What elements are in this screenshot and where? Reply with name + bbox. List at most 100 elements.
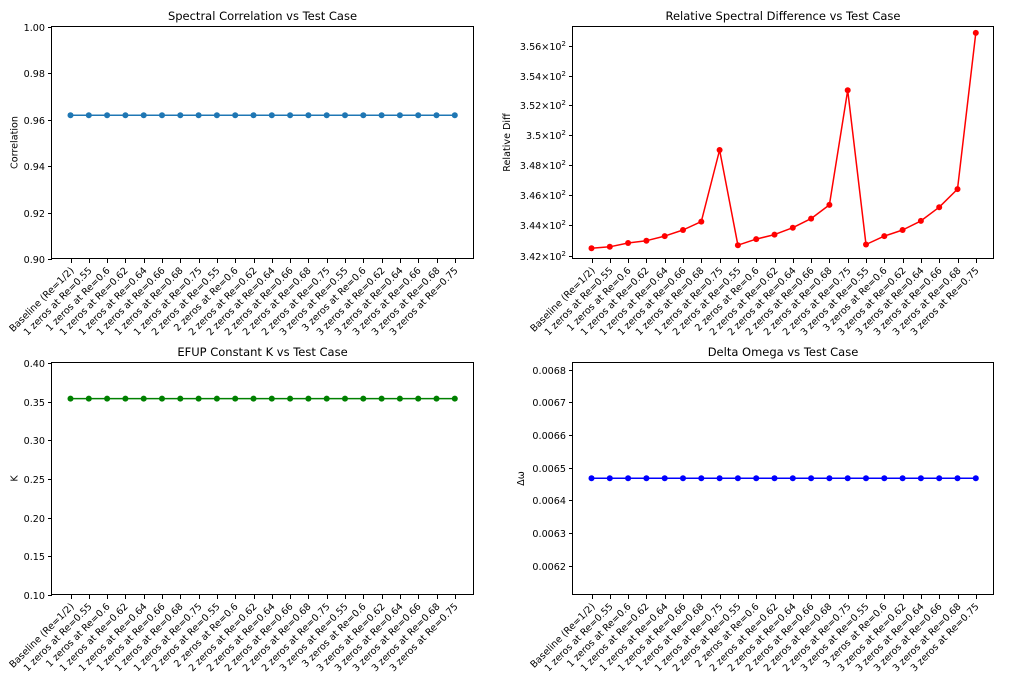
delta-omega-y-tick-label: 0.0067	[532, 398, 566, 409]
delta-omega-data-point	[826, 475, 833, 482]
relative-difference-data-point	[844, 87, 851, 94]
efup-constant-data-point	[122, 395, 129, 402]
delta-omega-data-point	[954, 475, 961, 482]
delta-omega-y-tick-label: 0.0065	[532, 464, 566, 475]
efup-constant-data-point	[305, 395, 312, 402]
relative-difference-y-tick-label: 3.52×102	[520, 99, 566, 112]
relative-difference-data-point	[753, 236, 760, 243]
correlation-data-point	[378, 112, 385, 119]
efup-constant-data-point	[360, 395, 367, 402]
correlation-data-point	[122, 112, 129, 119]
delta-omega-y-axis-label: Δω	[516, 471, 527, 486]
relative-difference-y-tick-label: 3.46×102	[520, 189, 566, 202]
delta-omega-data-point	[606, 475, 613, 482]
relative-difference-marks: 3.42×102 3.44×102 3.46×102 3.48×102 3.5×102 3…	[520, 29, 982, 338]
correlation-data-point	[104, 112, 111, 119]
correlation-data-point	[85, 112, 92, 119]
efup-constant-y-tick-label: 0.35	[24, 398, 45, 409]
relative-difference-data-point	[917, 217, 924, 224]
delta-omega-data-point	[643, 475, 650, 482]
relative-difference-data-point	[899, 227, 906, 233]
efup-constant-y-axis-label: K	[10, 475, 21, 482]
delta-omega-y-tick-label: 0.0063	[532, 529, 566, 540]
correlation-y-tick-label: 0.92	[24, 209, 45, 220]
delta-omega-data-point	[936, 475, 943, 482]
delta-omega-data-point	[881, 475, 888, 482]
relative-difference-data-point	[734, 242, 741, 249]
efup-constant-data-point	[67, 395, 74, 402]
correlation-data-point	[342, 112, 348, 119]
correlation-y-tick-label: 0.90	[24, 255, 45, 266]
delta-omega-title: Delta Omega vs Test Case	[708, 345, 859, 359]
delta-omega-data-point	[917, 475, 924, 482]
relative-difference-data-point	[625, 240, 632, 246]
efup-constant-y-tick-label: 0.30	[24, 436, 45, 447]
relative-difference-data-point	[789, 224, 796, 231]
correlation-data-point	[433, 112, 440, 119]
relative-difference-y-tick-label: 3.5×102	[526, 129, 566, 142]
correlation-data-point	[67, 112, 74, 119]
delta-omega-y-tick-label: 0.0064	[532, 496, 566, 507]
delta-omega-marks: 0.0062 0.0063 0.0064 0.0065 0.0066 0.0067 0.00…	[528, 366, 981, 674]
delta-omega-y-tick-label: 0.0066	[532, 431, 566, 442]
correlation-data-point	[140, 112, 147, 119]
relative-difference-data-point	[863, 241, 869, 248]
correlation-data-point	[213, 112, 220, 119]
relative-difference-data-point	[954, 186, 961, 193]
relative-difference-title: Relative Spectral Difference vs Test Cas…	[665, 9, 900, 23]
efup-constant-data-point	[177, 395, 184, 402]
efup-constant-data-point	[232, 395, 239, 402]
relative-difference-data-point	[588, 245, 595, 252]
relative-difference-data-point	[716, 147, 723, 153]
efup-constant-data-point	[159, 395, 165, 402]
relative-difference-y-tick-label: 3.42×102	[520, 250, 566, 263]
efup-constant-data-point	[85, 395, 92, 402]
correlation-data-point	[159, 112, 165, 119]
efup-constant-data-point	[342, 395, 348, 402]
relative-difference-data-point	[643, 237, 650, 244]
correlation-plot-frame	[51, 26, 474, 259]
delta-omega-y-tick-label: 0.0062	[532, 562, 566, 573]
efup-constant-title: EFUP Constant K vs Test Case	[177, 345, 347, 359]
delta-omega-data-point	[716, 475, 723, 482]
efup-constant-y-tick-label: 0.15	[24, 552, 45, 563]
correlation-data-point	[287, 112, 294, 119]
efup-constant-data-point	[195, 395, 202, 402]
delta-omega-data-point	[698, 475, 705, 482]
correlation-data-point	[268, 112, 275, 119]
relative-difference-y-tick-label: 3.56×102	[520, 40, 566, 53]
correlation-data-point	[451, 112, 458, 119]
relative-difference-data-point	[826, 201, 833, 208]
relative-difference-data-point	[808, 215, 815, 222]
efup-constant-data-point	[415, 395, 422, 402]
delta-omega-y-tick-label: 0.0068	[532, 366, 566, 377]
efup-constant-data-point	[250, 395, 257, 402]
delta-omega-plot-frame	[572, 362, 994, 595]
relative-difference-data-point	[972, 29, 979, 36]
correlation-data-point	[195, 112, 202, 119]
correlation-data-point	[415, 112, 422, 119]
relative-difference-y-axis-label: Relative Diff	[502, 113, 513, 172]
delta-omega-panel: Delta Omega vs Test Case Δω 0.0062 0.0063…	[516, 345, 994, 674]
correlation-y-tick-label: 0.94	[24, 162, 45, 173]
delta-omega-data-point	[899, 475, 906, 482]
relative-difference-data-point	[680, 227, 686, 233]
delta-omega-data-point	[753, 475, 760, 482]
relative-difference-data-point	[936, 204, 943, 211]
efup-constant-data-point	[451, 395, 458, 402]
delta-omega-data-point	[808, 475, 815, 482]
correlation-data-point	[305, 112, 312, 119]
delta-omega-data-point	[661, 475, 668, 482]
relative-difference-y-tick-label: 3.48×102	[520, 159, 566, 172]
efup-constant-data-point	[396, 395, 403, 402]
efup-constant-data-point	[378, 395, 385, 402]
correlation-y-tick-label: 0.98	[24, 69, 45, 80]
correlation-data-point	[232, 112, 239, 119]
relative-difference-y-tick-label: 3.44×102	[520, 219, 566, 232]
efup-constant-data-point	[268, 395, 275, 402]
efup-constant-y-tick-label: 0.20	[24, 514, 45, 525]
efup-constant-data-point	[323, 395, 330, 402]
relative-difference-y-tick-label: 3.54×102	[520, 70, 566, 83]
